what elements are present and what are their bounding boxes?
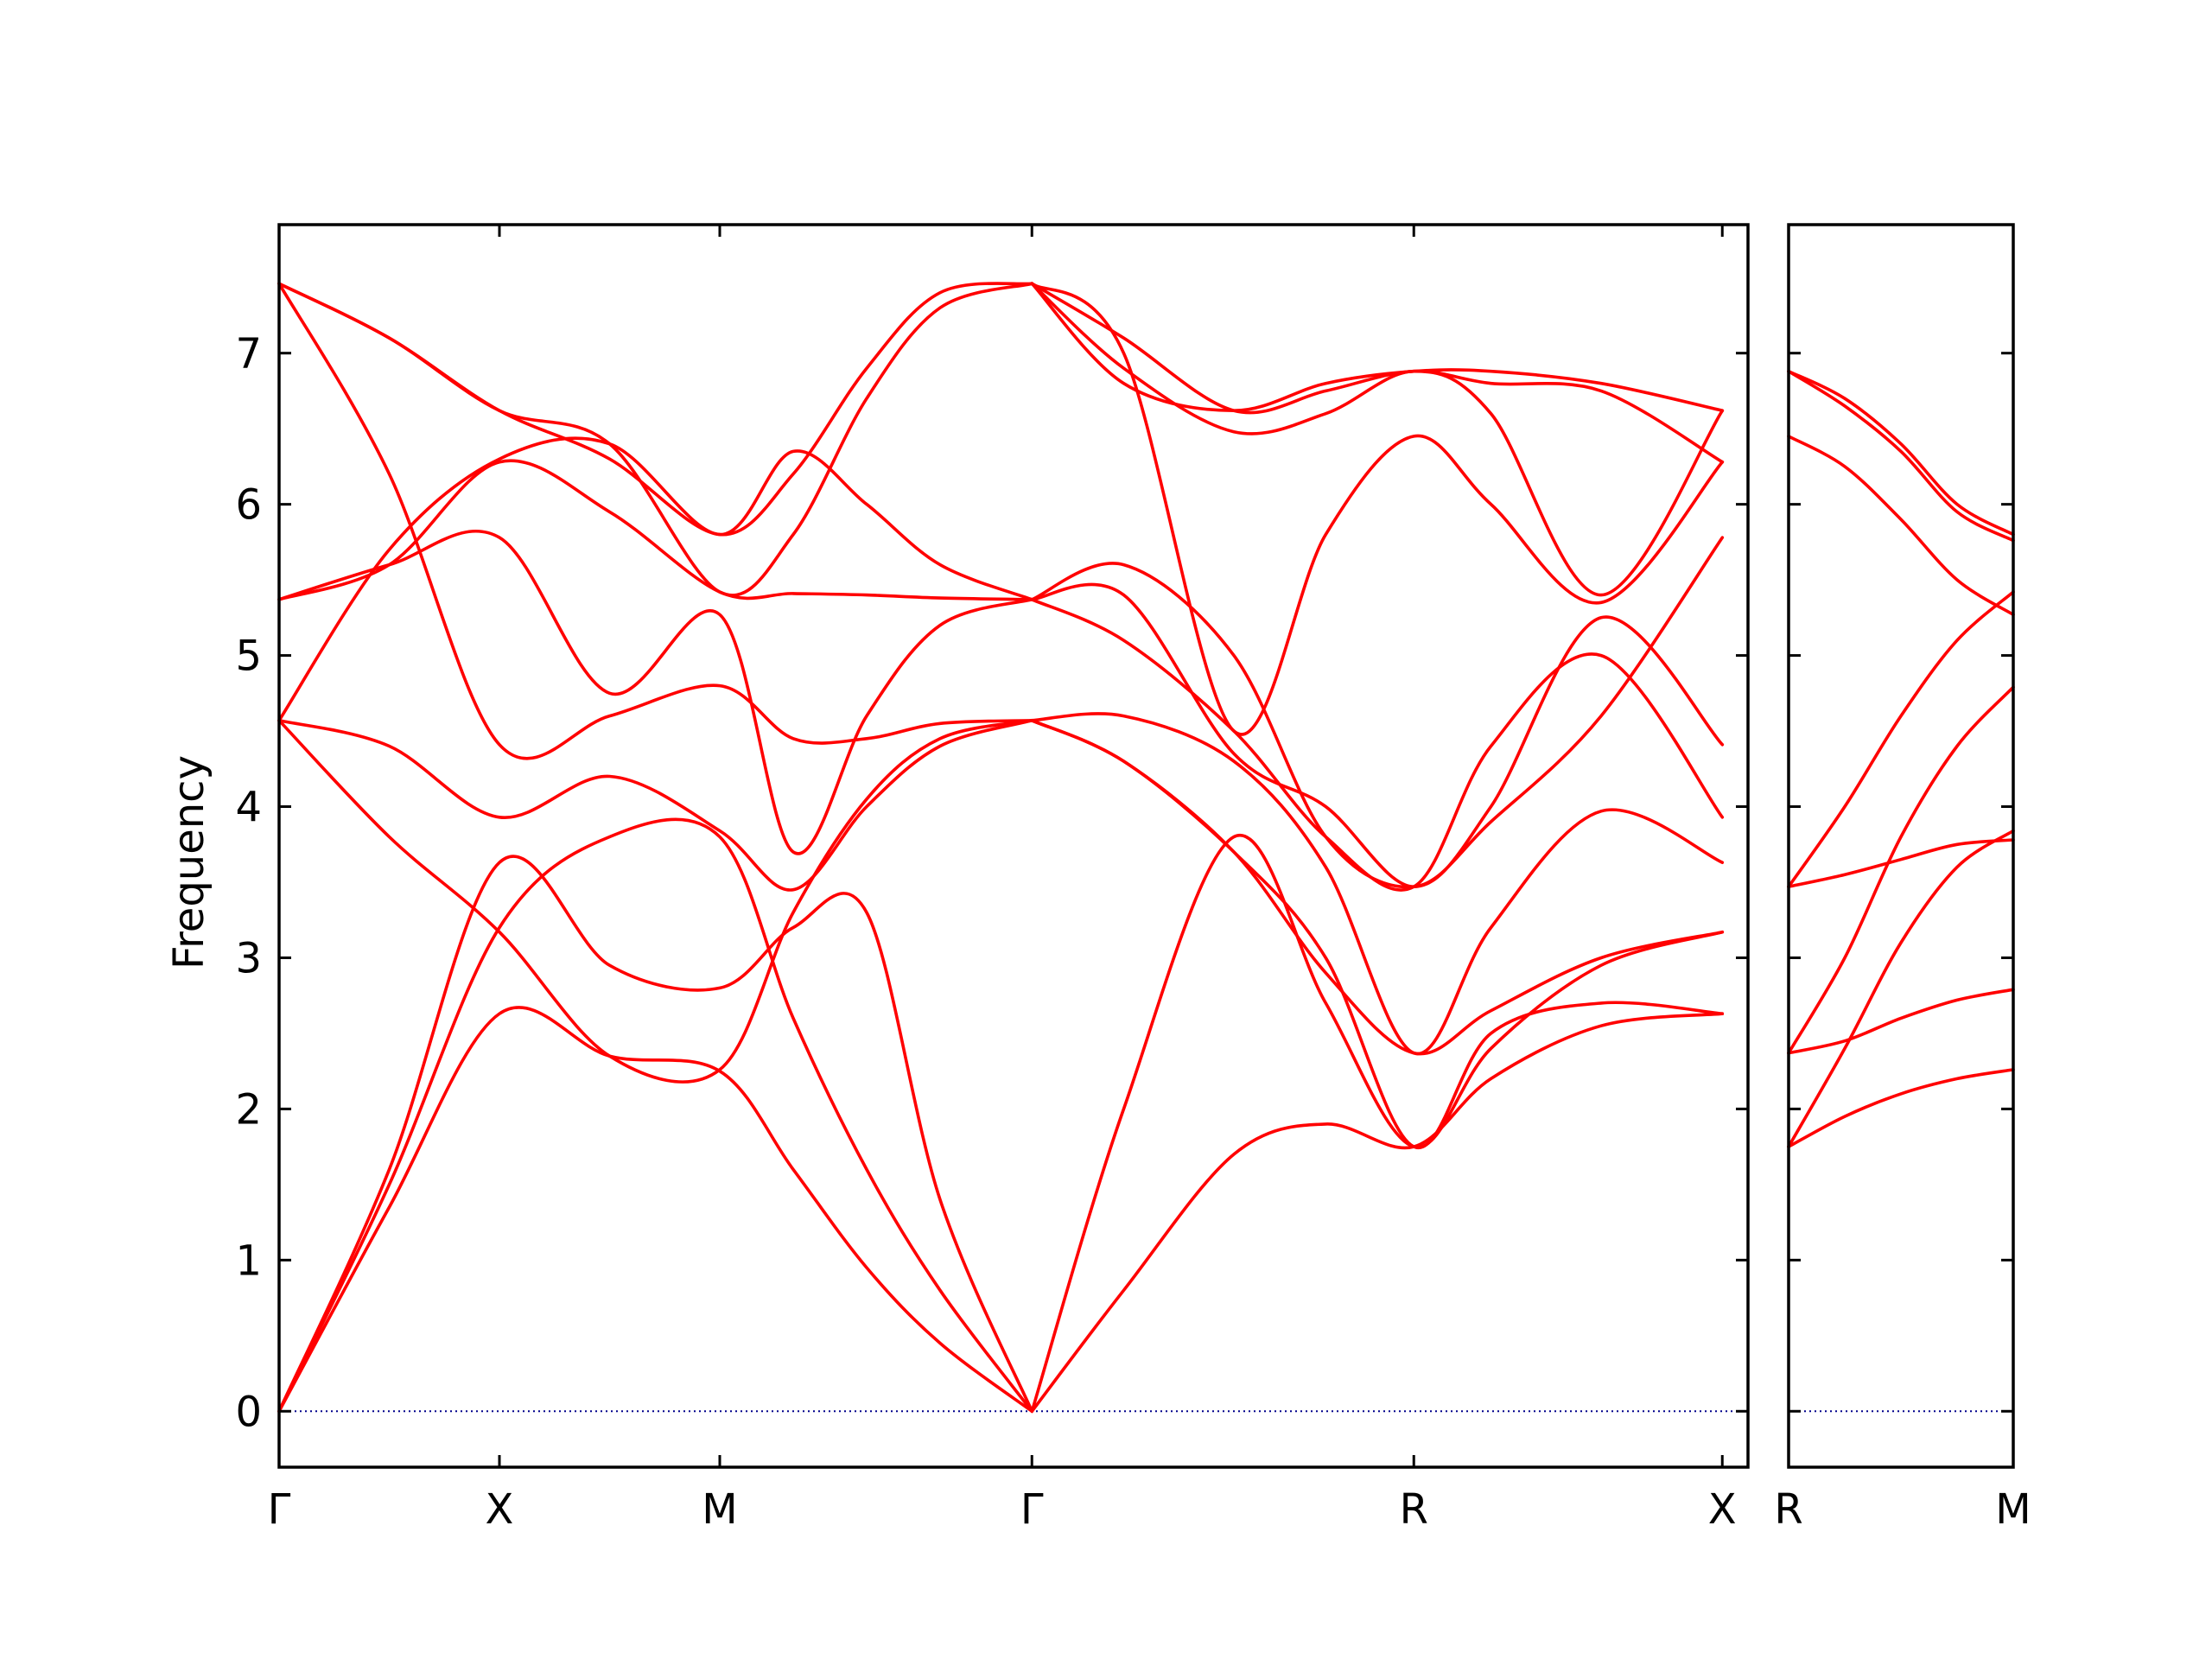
plot-frame bbox=[277, 223, 1750, 1469]
band-line-p1-12 bbox=[1030, 833, 1725, 1414]
x-tick-label: R bbox=[1774, 1485, 1802, 1534]
band-line-p2-8 bbox=[1787, 369, 2015, 537]
x-tick-label: M bbox=[702, 1485, 737, 1534]
x-tick-label: M bbox=[1995, 1485, 2031, 1534]
band-line-p2-7 bbox=[1787, 435, 2015, 617]
band-line-p1-21 bbox=[1030, 282, 1725, 597]
y-tick-label: 4 bbox=[235, 784, 262, 832]
y-tick-label: 6 bbox=[235, 481, 262, 530]
band-line-p2-9 bbox=[1787, 369, 2015, 543]
band-line-p1-15 bbox=[1030, 719, 1725, 1056]
band-line-p1-11 bbox=[277, 282, 1034, 537]
band-line-p1-18 bbox=[1030, 582, 1725, 888]
band-line-p2-6 bbox=[1787, 590, 2015, 888]
band-line-p1-9 bbox=[277, 436, 1034, 722]
band-line-p1-16 bbox=[1030, 712, 1725, 1056]
band-line-p1-17 bbox=[1030, 598, 1725, 892]
y-tick-label: 3 bbox=[235, 934, 262, 982]
band-line-p2-5 bbox=[1787, 838, 2015, 888]
band-line-p2-2 bbox=[1787, 829, 2015, 1148]
band-line-p1-5 bbox=[277, 719, 1034, 892]
y-tick-label: 1 bbox=[235, 1236, 262, 1285]
band-line-p1-13 bbox=[1030, 1012, 1725, 1414]
band-line-p1-19 bbox=[1030, 536, 1725, 889]
band-line-p1-2 bbox=[277, 855, 1034, 1414]
band-line-p1-4 bbox=[277, 719, 1034, 1084]
band-line-p1-3 bbox=[277, 817, 1034, 1414]
y-tick-label: 5 bbox=[235, 632, 262, 681]
band-line-p1-23 bbox=[1030, 282, 1725, 464]
x-tick-label: Γ bbox=[1020, 1485, 1044, 1534]
band-line-p1-1 bbox=[277, 1006, 1034, 1414]
x-tick-label: Γ bbox=[268, 1485, 291, 1534]
band-curves bbox=[277, 282, 2015, 1414]
band-line-p2-1 bbox=[1787, 1068, 2015, 1148]
x-tick-label: R bbox=[1400, 1485, 1428, 1534]
y-axis-label: Frequency bbox=[165, 755, 213, 969]
band-line-p2-3 bbox=[1787, 988, 2015, 1055]
x-tick-label: X bbox=[486, 1485, 514, 1534]
band-line-p1-7 bbox=[277, 529, 1034, 855]
band-line-p2-4 bbox=[1787, 685, 2015, 1055]
y-tick-label: 0 bbox=[235, 1388, 262, 1436]
y-tick-label: 2 bbox=[235, 1085, 262, 1134]
band-line-p1-14 bbox=[1030, 719, 1725, 1150]
y-tick-label: 7 bbox=[235, 330, 262, 378]
band-line-p1-6 bbox=[277, 282, 1034, 760]
plot-frame bbox=[1787, 223, 2015, 1469]
band-line-p1-20 bbox=[1030, 282, 1725, 736]
band-line-p1-8 bbox=[277, 459, 1034, 601]
x-tick-label: X bbox=[1708, 1485, 1737, 1534]
band-line-p1-22 bbox=[1030, 282, 1725, 412]
